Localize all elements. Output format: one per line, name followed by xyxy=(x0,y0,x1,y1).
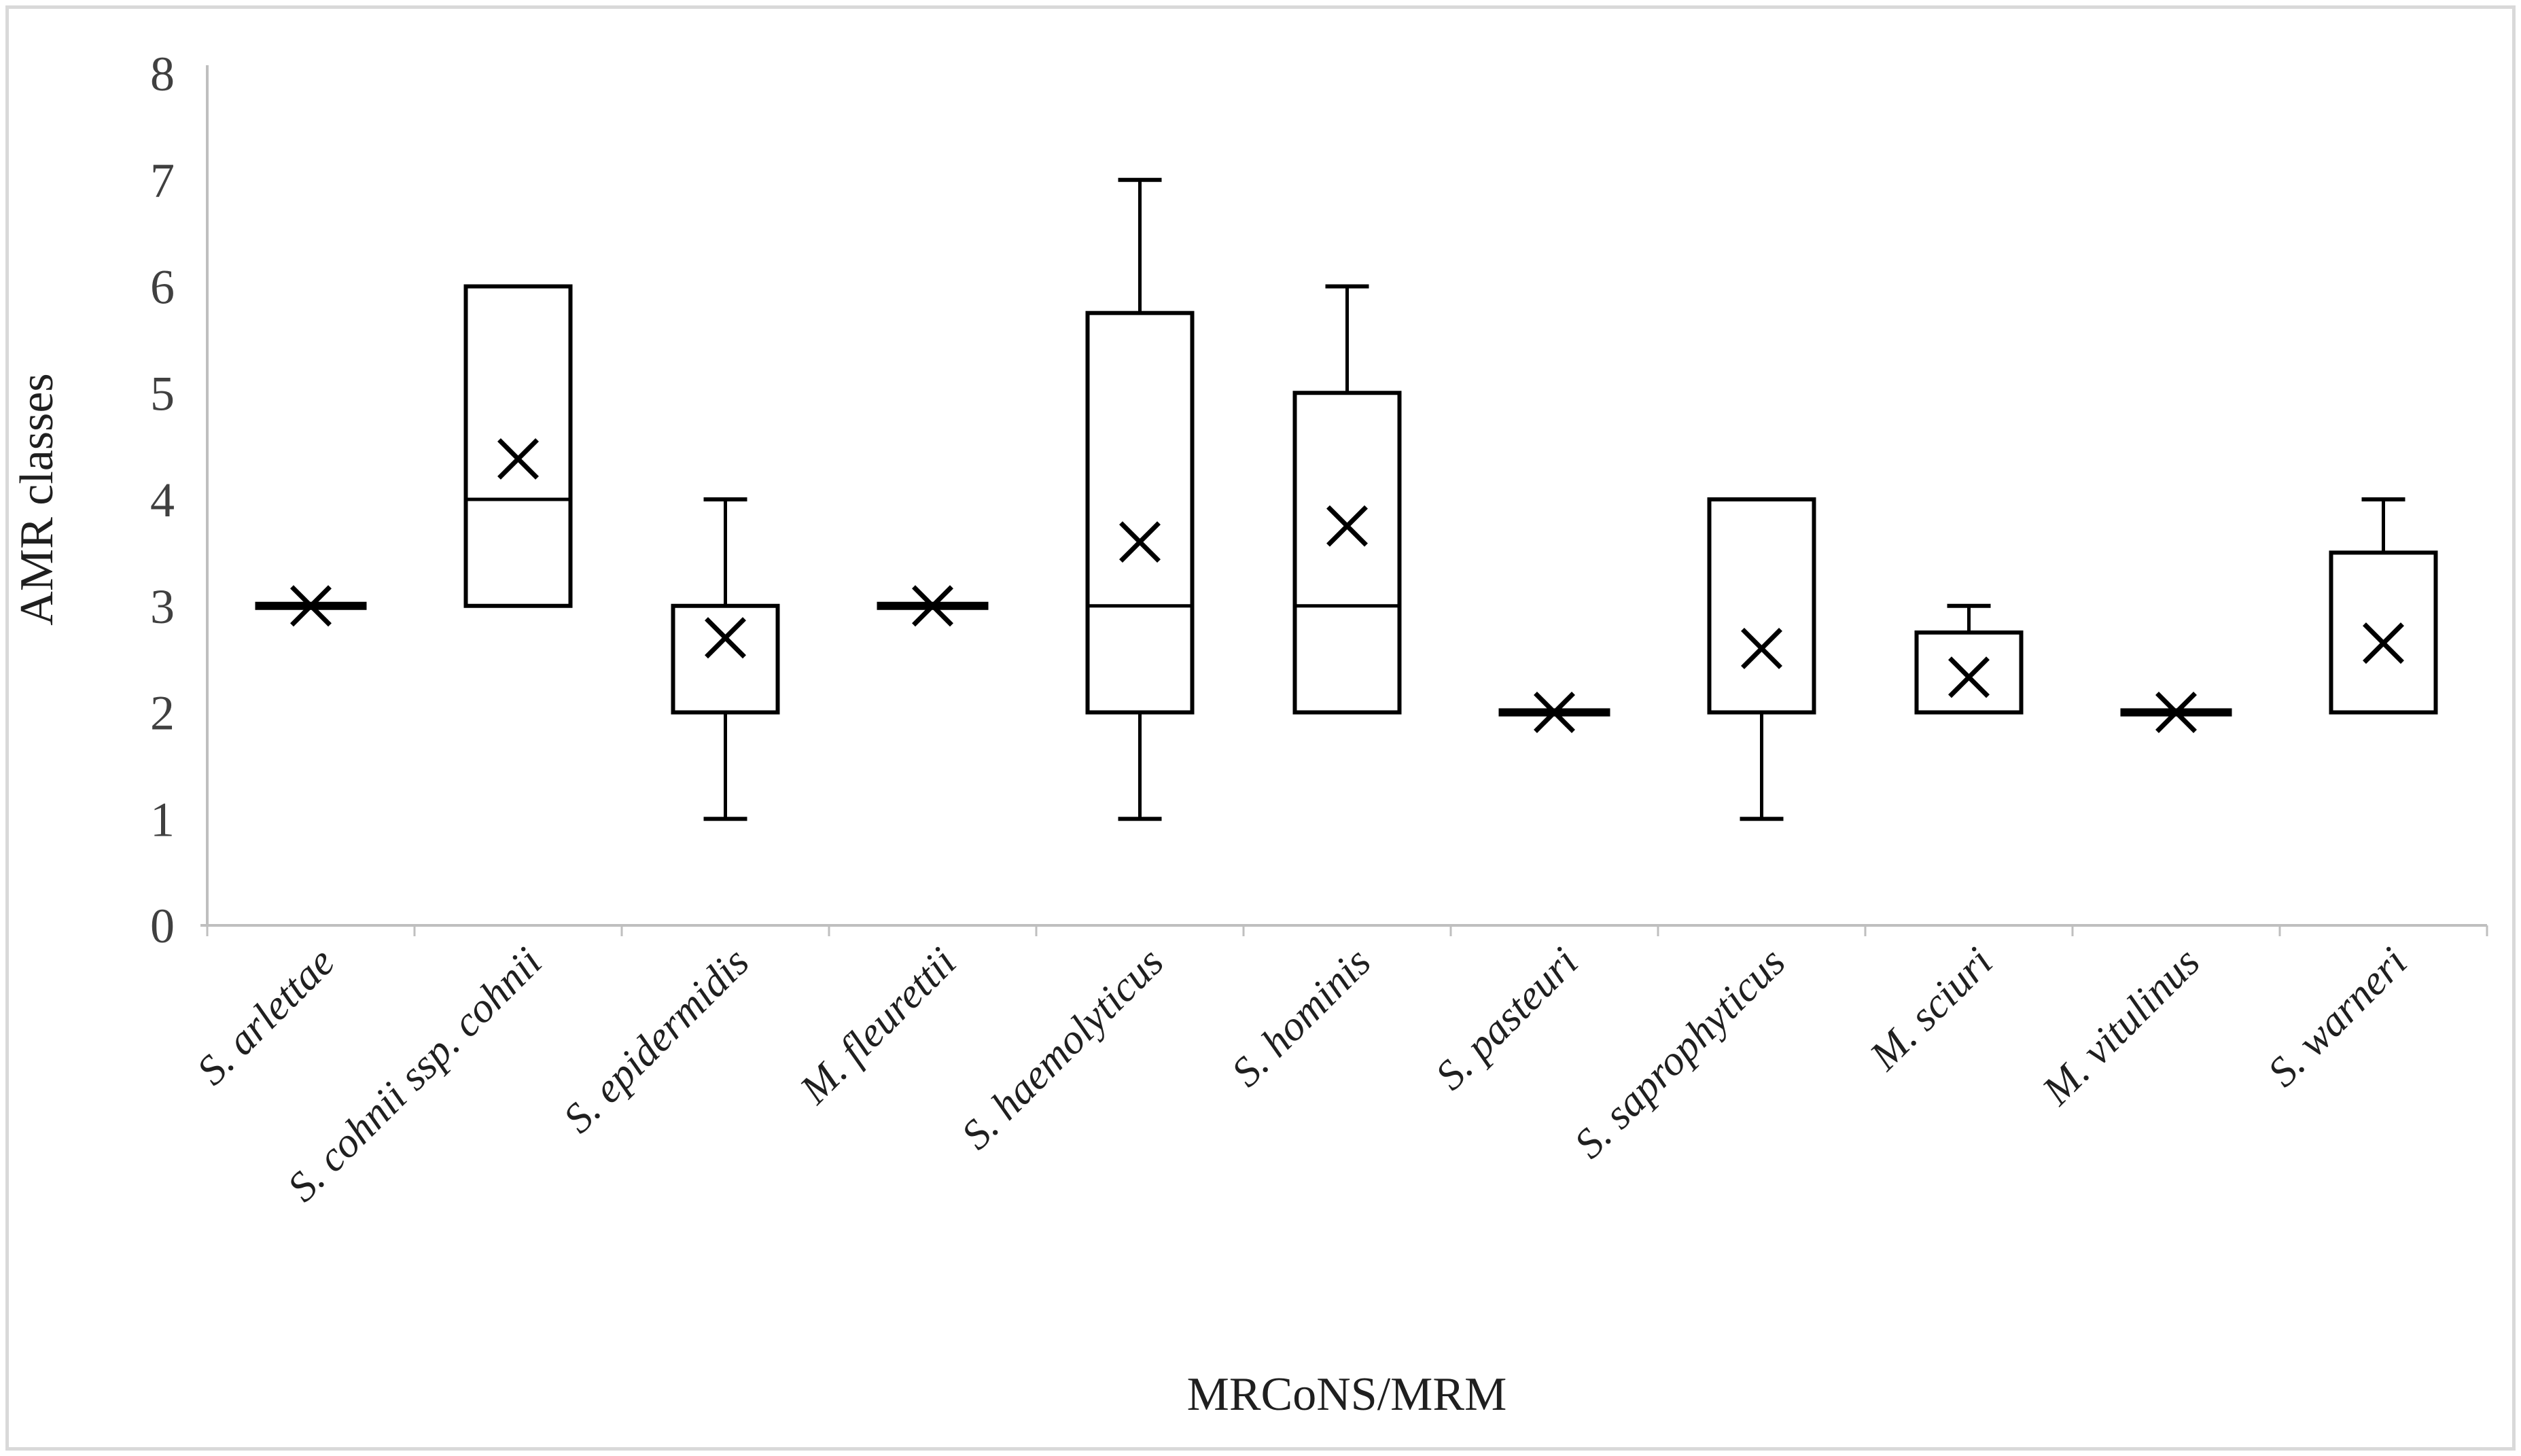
x-category-label: S. saprophyticus xyxy=(1566,939,1794,1167)
mean-x-marker xyxy=(705,617,746,659)
mean-x-marker xyxy=(1326,505,1368,547)
y-tick-label: 8 xyxy=(150,47,175,101)
x-category-label: S. arlettae xyxy=(188,939,343,1094)
y-tick-label: 3 xyxy=(150,580,175,634)
y-tick-label: 6 xyxy=(150,260,175,315)
box-iqr xyxy=(1085,310,1195,715)
x-axis-title: MRCoNS/MRM xyxy=(1187,1368,1507,1421)
mean-x-marker xyxy=(2363,622,2404,664)
x-category-label: S. epidermidis xyxy=(554,939,758,1142)
y-tick-label: 4 xyxy=(150,473,175,527)
box-iqr xyxy=(1292,391,1402,715)
mean-x-marker xyxy=(290,585,332,627)
y-tick-label: 5 xyxy=(150,366,175,421)
box-iqr xyxy=(463,284,573,608)
box-iqr xyxy=(671,603,780,715)
y-tick-label: 1 xyxy=(150,792,175,847)
mean-x-marker xyxy=(2155,692,2197,733)
box-iqr xyxy=(1914,630,2024,715)
x-category-label: S. pasteuri xyxy=(1427,939,1587,1099)
box-iqr xyxy=(1707,497,1816,715)
mean-x-marker xyxy=(497,438,539,480)
y-axis-title: AMR classes xyxy=(11,373,63,625)
mean-x-marker xyxy=(912,585,953,627)
x-category-label: S. hominis xyxy=(1223,939,1380,1096)
y-tick-label: 0 xyxy=(150,899,175,953)
x-category-label: S. warneri xyxy=(2259,939,2416,1096)
box-iqr xyxy=(2329,550,2438,715)
x-category-label: M. fleurettii xyxy=(791,939,966,1114)
y-tick-label: 2 xyxy=(150,686,175,741)
x-category-label: S. haemolyticus xyxy=(953,939,1172,1158)
mean-x-marker xyxy=(1119,521,1161,563)
y-tick-label: 7 xyxy=(150,154,175,208)
mean-x-marker xyxy=(1534,692,1575,733)
mean-x-marker xyxy=(1741,627,1782,669)
figure-frame: 0 1 2 3 4 5 6 7 8 S. arlettae S. cohnii ssp. cohni… xyxy=(5,5,2516,1451)
x-category-label: M. vitulinus xyxy=(2033,939,2208,1114)
x-category-label: M. sciuri xyxy=(1861,939,2001,1080)
mean-x-marker xyxy=(1948,656,1990,698)
